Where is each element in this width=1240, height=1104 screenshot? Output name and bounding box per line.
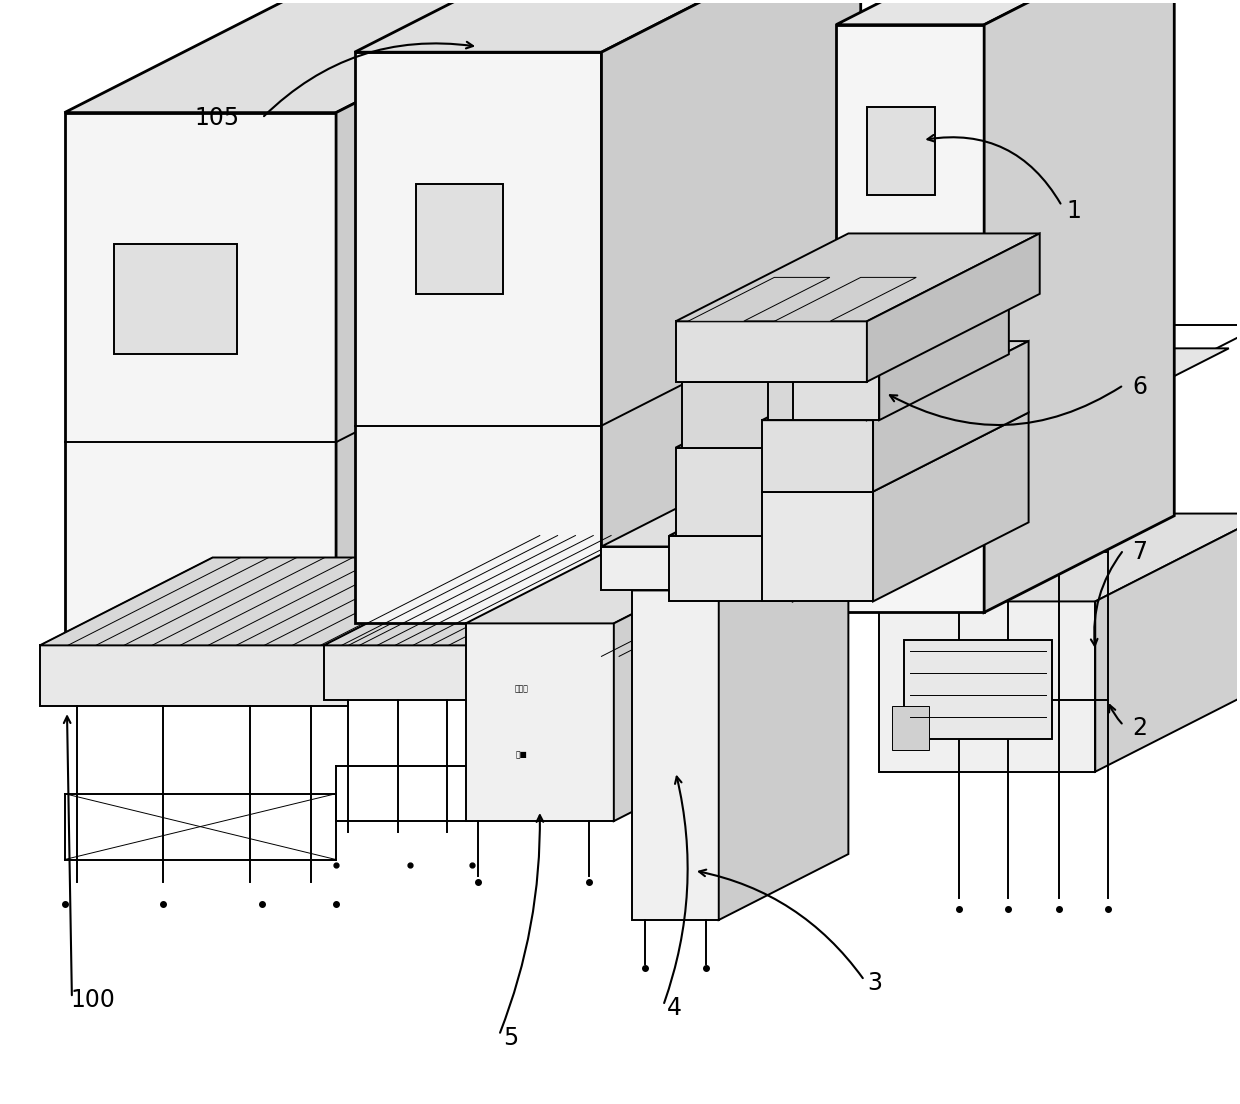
Polygon shape <box>670 535 792 602</box>
Text: 4: 4 <box>667 996 682 1020</box>
Polygon shape <box>768 360 867 421</box>
Polygon shape <box>904 640 1052 739</box>
Polygon shape <box>601 657 725 711</box>
Text: 3: 3 <box>867 970 882 995</box>
Text: 6: 6 <box>1132 375 1147 400</box>
Polygon shape <box>466 624 614 821</box>
Polygon shape <box>867 294 997 421</box>
Polygon shape <box>64 113 336 640</box>
Polygon shape <box>947 349 1229 404</box>
Polygon shape <box>873 413 1029 602</box>
Polygon shape <box>355 0 861 52</box>
Polygon shape <box>780 382 910 535</box>
Polygon shape <box>761 491 873 602</box>
Polygon shape <box>114 244 237 354</box>
Polygon shape <box>1095 513 1240 772</box>
Polygon shape <box>761 421 873 491</box>
Polygon shape <box>792 299 1009 365</box>
Polygon shape <box>64 0 639 113</box>
Text: 2: 2 <box>1132 715 1147 740</box>
Polygon shape <box>676 321 867 382</box>
Polygon shape <box>670 456 949 535</box>
Polygon shape <box>870 274 975 365</box>
Polygon shape <box>632 591 719 920</box>
Polygon shape <box>750 467 905 591</box>
Polygon shape <box>632 524 848 591</box>
Polygon shape <box>879 513 1240 602</box>
Text: 检测人: 检测人 <box>515 684 528 693</box>
Polygon shape <box>682 325 887 382</box>
Polygon shape <box>719 524 848 920</box>
Polygon shape <box>985 0 1174 613</box>
Polygon shape <box>466 513 830 624</box>
Polygon shape <box>676 447 780 535</box>
Polygon shape <box>792 456 949 602</box>
Polygon shape <box>792 365 879 421</box>
Text: 1: 1 <box>1066 200 1081 223</box>
Text: 105: 105 <box>195 106 239 130</box>
Text: 7: 7 <box>1132 540 1147 564</box>
Polygon shape <box>601 467 905 546</box>
Polygon shape <box>601 0 861 624</box>
Polygon shape <box>676 233 1039 321</box>
Polygon shape <box>867 107 935 195</box>
Polygon shape <box>879 602 1095 772</box>
Polygon shape <box>676 382 910 447</box>
Polygon shape <box>355 52 601 624</box>
Polygon shape <box>324 535 701 646</box>
Polygon shape <box>40 558 521 646</box>
Text: 100: 100 <box>71 988 115 1012</box>
Polygon shape <box>768 294 997 360</box>
Polygon shape <box>688 277 830 321</box>
Polygon shape <box>867 233 1039 382</box>
Polygon shape <box>682 382 774 447</box>
Polygon shape <box>761 413 1029 491</box>
Polygon shape <box>774 325 887 447</box>
Polygon shape <box>417 184 502 294</box>
Polygon shape <box>802 327 870 365</box>
Text: 5: 5 <box>502 1026 518 1050</box>
Polygon shape <box>40 646 348 705</box>
Polygon shape <box>836 0 1174 24</box>
Polygon shape <box>614 513 830 821</box>
Polygon shape <box>879 299 1009 421</box>
Polygon shape <box>873 341 1029 491</box>
Text: 正■: 正■ <box>516 751 527 760</box>
Polygon shape <box>761 341 1029 421</box>
Polygon shape <box>836 24 985 613</box>
Polygon shape <box>601 546 750 591</box>
Polygon shape <box>774 277 916 321</box>
Polygon shape <box>892 705 929 750</box>
Polygon shape <box>336 0 639 640</box>
Polygon shape <box>324 646 484 700</box>
Polygon shape <box>601 546 941 657</box>
Polygon shape <box>802 274 975 327</box>
